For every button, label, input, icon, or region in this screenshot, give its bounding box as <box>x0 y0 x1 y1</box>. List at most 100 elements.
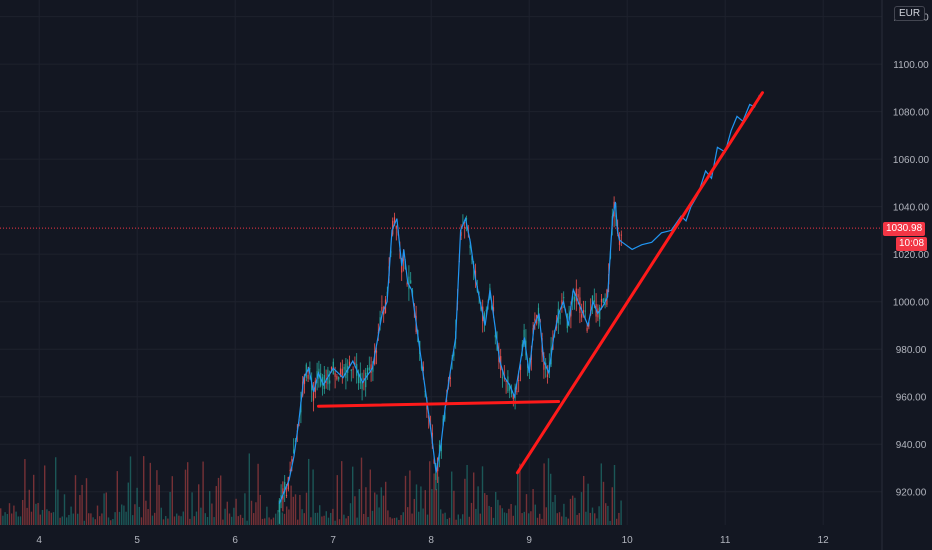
x-tick-label: 9 <box>526 535 532 546</box>
volume-bar <box>391 518 393 525</box>
volume-bar <box>598 506 600 525</box>
volume-bar <box>30 511 33 525</box>
volume-bar <box>583 475 585 525</box>
candle-body <box>449 377 451 379</box>
candle-body <box>469 245 471 249</box>
volume-bar <box>415 484 418 525</box>
volume-bar <box>66 517 68 525</box>
candle-body <box>311 383 313 391</box>
volume-bar <box>316 512 319 525</box>
volume-bar <box>323 515 325 525</box>
chart-grid <box>0 0 883 550</box>
y-tick-label: 1040.00 <box>893 203 930 214</box>
volume-bar <box>275 513 277 525</box>
volume-bar <box>554 494 556 525</box>
volume-bar <box>182 511 184 525</box>
volume-bar <box>70 506 72 525</box>
candle-body <box>381 307 383 311</box>
volume-bar <box>312 469 314 525</box>
volume-bar <box>259 494 261 525</box>
volume-bar <box>244 493 246 525</box>
volume-bar <box>116 471 118 525</box>
candle-body <box>410 280 412 284</box>
candle-body <box>591 295 594 304</box>
candle-body <box>465 218 468 220</box>
trendline-line <box>515 91 764 475</box>
volume-bar <box>127 482 129 525</box>
volume-bar <box>426 514 429 525</box>
volume-bar <box>389 517 391 525</box>
candle-body <box>293 449 295 454</box>
volume-bar <box>303 513 305 525</box>
volume-bar <box>173 516 176 525</box>
volume-bar <box>6 513 8 525</box>
volume-bar <box>343 514 345 525</box>
y-tick-label: 1060.00 <box>893 155 930 166</box>
volume-bar <box>277 509 279 525</box>
volume-bar <box>618 512 620 525</box>
volume-bar <box>169 491 171 525</box>
candle-body <box>593 300 595 303</box>
volume-bar <box>484 493 486 525</box>
currency-badge[interactable]: EUR <box>894 6 926 21</box>
candle-body <box>577 294 579 298</box>
candle-body <box>453 351 455 356</box>
volume-bar <box>431 489 433 525</box>
volume-bar <box>253 513 255 525</box>
volume-bar <box>248 453 250 525</box>
volume-bar <box>532 489 534 525</box>
volume-bar <box>468 516 470 525</box>
volume-bar <box>160 507 162 525</box>
volume-bar <box>195 511 198 525</box>
price-axis[interactable]: 920.00940.00960.00980.001000.001020.0010… <box>893 13 930 499</box>
volume-bar <box>24 459 26 525</box>
volume-bar <box>123 505 125 525</box>
volume-bar <box>204 513 206 525</box>
volume-bar <box>378 507 380 525</box>
volume-bar <box>200 507 202 525</box>
volume-bar <box>279 499 281 525</box>
volume-bar <box>220 475 222 525</box>
volume-bar <box>338 519 341 525</box>
volume-bar <box>594 513 596 525</box>
candle-body <box>309 368 311 370</box>
candle-body <box>341 368 343 376</box>
volume-bar <box>591 507 594 525</box>
volume-bar <box>314 512 316 525</box>
volume-bar <box>404 475 407 525</box>
volume-bar <box>147 509 149 525</box>
volume-bar <box>613 464 616 525</box>
candle-body <box>401 262 403 273</box>
time-axis[interactable]: 4 5 6 7 8 9 10 11 12 <box>36 535 829 546</box>
candle-body <box>581 314 583 318</box>
volume-bar <box>440 509 442 525</box>
volume-bar <box>336 475 338 525</box>
volume-bar <box>528 513 530 525</box>
candle-body <box>599 307 601 320</box>
volume-bar <box>101 513 103 525</box>
volume-bar <box>191 492 193 525</box>
volume-bar <box>283 513 286 525</box>
current-price-badge: 1030.98 <box>883 222 926 236</box>
candle-body <box>352 368 354 370</box>
volume-bar <box>48 511 50 525</box>
candle-body <box>519 364 522 370</box>
volume-bar <box>268 517 270 525</box>
volume-bar <box>92 517 94 525</box>
volume-bar <box>228 513 231 525</box>
volume-bar <box>222 519 224 525</box>
candle-body <box>518 379 520 381</box>
volume-bar <box>19 516 22 525</box>
candle-body <box>510 390 513 394</box>
overlay-line <box>278 94 761 504</box>
volume-bar <box>534 504 536 525</box>
volume-bar <box>327 517 330 525</box>
volume-bar <box>510 503 512 525</box>
candle-body <box>523 329 525 338</box>
volume-bar <box>569 498 572 525</box>
y-tick-label: 940.00 <box>896 440 927 451</box>
volume-bar <box>607 505 609 525</box>
drawing-layer[interactable] <box>317 91 764 475</box>
volume-bar <box>112 519 114 525</box>
